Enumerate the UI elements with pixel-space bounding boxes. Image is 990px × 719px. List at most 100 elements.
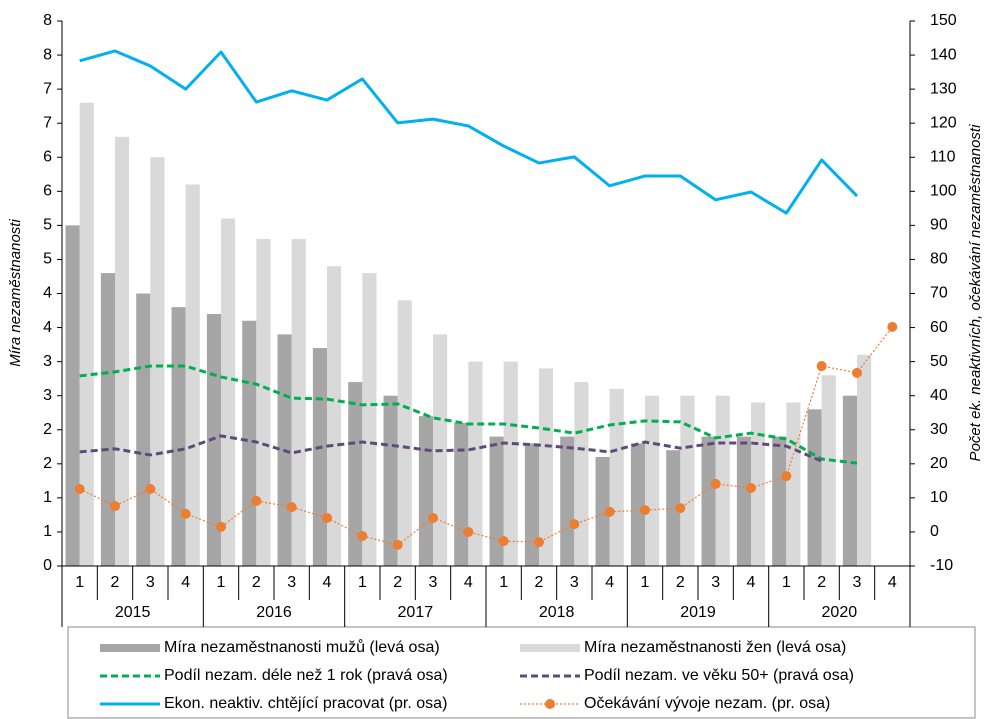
bar xyxy=(574,382,589,566)
y2-tick-label: 140 xyxy=(930,46,957,63)
x-tick-label: 4 xyxy=(323,574,332,591)
marker xyxy=(746,482,756,493)
bar xyxy=(595,457,610,566)
y-tick-label: 5 xyxy=(43,217,52,234)
bar xyxy=(666,450,681,566)
x-tick-label: 2 xyxy=(252,574,261,591)
marker xyxy=(534,537,544,548)
y2-tick-label: 100 xyxy=(930,183,957,200)
x-tick-label: 1 xyxy=(499,574,508,591)
marker xyxy=(887,321,898,332)
x-tick-label: 2 xyxy=(676,574,685,591)
bar xyxy=(609,388,624,566)
x-tick-label: 1 xyxy=(641,574,650,591)
year-label: 2018 xyxy=(539,604,575,621)
x-tick-label: 4 xyxy=(181,574,190,591)
bar xyxy=(418,416,433,566)
legend-label: Očekávání vývoje nezam. (pr. osa) xyxy=(584,695,830,712)
x-tick-label: 2 xyxy=(111,574,120,591)
y2-axis-title: Počet ek. neaktivních, očekávání nezaměs… xyxy=(967,124,984,462)
marker xyxy=(74,484,85,495)
marker xyxy=(322,512,332,523)
marker xyxy=(357,531,368,542)
marker xyxy=(816,361,827,372)
year-label: 2020 xyxy=(822,604,858,621)
bar xyxy=(645,395,660,566)
y2-tick-label: 40 xyxy=(930,387,948,404)
y-tick-label: 4 xyxy=(43,319,52,336)
y-tick-label: 6 xyxy=(43,183,52,200)
marker xyxy=(145,484,156,495)
bar xyxy=(857,354,872,566)
bar xyxy=(100,273,115,566)
y2-tick-label: 120 xyxy=(930,114,957,131)
x-tick-label: 3 xyxy=(711,574,720,591)
bar xyxy=(842,395,857,566)
bar xyxy=(560,436,575,566)
marker xyxy=(216,521,226,532)
x-tick-label: 3 xyxy=(287,574,296,591)
bar xyxy=(807,409,822,566)
bar xyxy=(503,361,518,566)
y2-tick-label: 50 xyxy=(930,353,948,370)
bar xyxy=(291,239,306,566)
marker xyxy=(604,506,615,517)
legend-marker xyxy=(545,699,555,709)
bar xyxy=(327,266,342,566)
x-tick-label: 3 xyxy=(146,574,155,591)
marker xyxy=(710,478,721,489)
y-axis-title: Míra nezaměstnanosti xyxy=(7,219,24,367)
bar xyxy=(65,225,80,566)
marker xyxy=(498,536,509,547)
x-tick-label: 1 xyxy=(75,574,84,591)
marker xyxy=(781,471,792,482)
y2-tick-label: -10 xyxy=(930,557,953,574)
y-tick-label: 7 xyxy=(43,80,52,97)
bar xyxy=(256,239,271,566)
x-tick-label: 3 xyxy=(429,574,438,591)
year-label: 2015 xyxy=(115,604,151,621)
bar xyxy=(524,443,539,566)
marker xyxy=(852,367,862,378)
y2-tick-label: 60 xyxy=(930,319,948,336)
bar xyxy=(221,218,236,566)
y-tick-label: 3 xyxy=(43,387,52,404)
bar xyxy=(786,402,801,566)
marker xyxy=(110,501,120,512)
y-tick-label: 2 xyxy=(43,421,52,438)
y2-tick-label: 0 xyxy=(930,523,939,540)
y2-tick-label: 150 xyxy=(930,12,957,29)
legend-label: Ekon. neaktiv. chtějící pracovat (pr. os… xyxy=(164,695,447,712)
legend-box xyxy=(67,626,976,719)
y2-tick-label: 30 xyxy=(930,421,948,438)
y-tick-label: 1 xyxy=(43,523,52,540)
bar xyxy=(362,273,377,566)
x-tick-label: 2 xyxy=(817,574,826,591)
legend-label: Podíl nezam. déle než 1 rok (pravá osa) xyxy=(164,667,448,684)
bar xyxy=(150,157,165,566)
x-tick-label: 1 xyxy=(782,574,791,591)
bar xyxy=(454,422,469,566)
bar xyxy=(185,184,200,566)
y2-tick-label: 20 xyxy=(930,455,948,472)
y-tick-label: 3 xyxy=(43,353,52,370)
marker xyxy=(392,539,403,550)
bar xyxy=(736,436,751,566)
bar xyxy=(772,436,787,566)
legend-label: Míra nezaměstnanosti žen (levá osa) xyxy=(584,639,846,656)
x-tick-label: 1 xyxy=(358,574,367,591)
bar xyxy=(821,375,836,566)
legend-label: Míra nezaměstnanosti mužů (levá osa) xyxy=(164,638,440,656)
y-tick-label: 8 xyxy=(43,46,52,63)
y2-tick-label: 70 xyxy=(930,285,948,302)
line xyxy=(79,434,823,463)
y2-tick-label: 90 xyxy=(930,217,948,234)
y2-tick-label: 10 xyxy=(930,489,948,506)
y-tick-label: 4 xyxy=(43,285,52,302)
bar xyxy=(136,293,151,566)
bar xyxy=(539,368,554,566)
marker xyxy=(640,505,650,516)
y-tick-label: 6 xyxy=(43,148,52,165)
x-tick-label: 4 xyxy=(464,574,473,591)
x-tick-label: 4 xyxy=(747,574,756,591)
